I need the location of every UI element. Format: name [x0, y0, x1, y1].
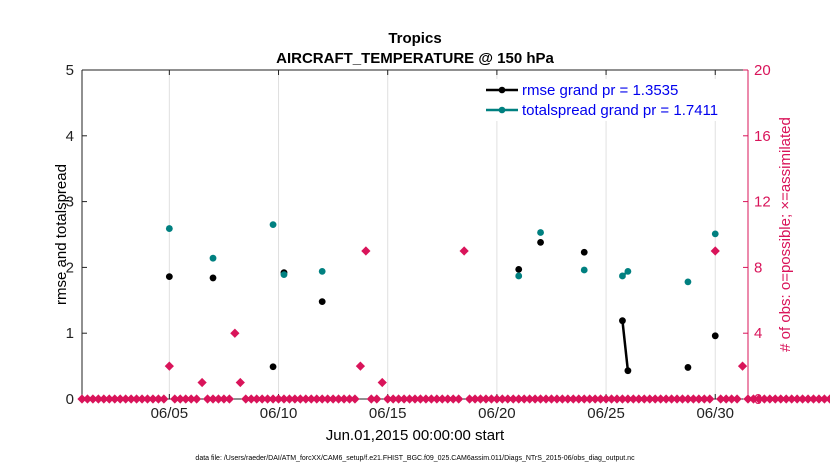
x-tick-label: 06/15	[369, 405, 407, 422]
obs-count-marker	[159, 394, 169, 404]
rmse-point	[684, 364, 692, 371]
y-tick-label-left: 3	[66, 194, 74, 211]
y-tick-label-left: 4	[66, 128, 74, 145]
y-tick-label-right: 20	[754, 62, 771, 79]
obs-count-series	[77, 246, 830, 404]
y-tick-label-left: 0	[66, 391, 74, 408]
spread-point	[580, 266, 588, 274]
x-tick-label: 06/05	[151, 405, 189, 422]
obs-count-marker	[224, 394, 235, 404]
legend-rmse-marker	[498, 86, 506, 94]
metric-series	[165, 221, 719, 375]
spread-point	[515, 272, 523, 280]
rmse-point	[711, 332, 719, 340]
legend-spread-label: totalspread grand pr = 1.7411	[522, 102, 718, 119]
spread-point	[619, 272, 626, 280]
obs-count-marker	[710, 246, 720, 256]
rmse-point	[209, 274, 217, 282]
obs-count-marker	[377, 377, 387, 388]
legend-spread-marker	[498, 106, 506, 114]
obs-count-marker	[230, 328, 240, 338]
spread-point	[209, 254, 217, 262]
y-tick-label-left: 2	[66, 259, 74, 276]
x-ticks: 06/05 06/10 06/15 06/20 06/25 06/30	[151, 70, 734, 422]
x-axis-label: Jun.01,2015 00:00:00 start	[326, 427, 505, 444]
x-tick-label: 06/10	[260, 405, 298, 422]
obs-count-marker	[192, 394, 202, 404]
rmse-point	[165, 273, 173, 281]
spread-point	[318, 267, 326, 275]
legend-box	[480, 79, 740, 121]
obs-count-marker	[454, 394, 464, 404]
y-tick-label-right: 16	[754, 128, 771, 145]
obs-count-marker	[737, 361, 748, 371]
obs-count-marker	[235, 377, 245, 388]
spread-point	[537, 229, 544, 236]
spread-point	[269, 221, 277, 229]
y-tick-label-right: 8	[754, 259, 762, 276]
legend: rmse grand pr = 1.3535 totalspread grand…	[480, 79, 740, 121]
obs-count-marker	[459, 246, 469, 256]
rmse-point	[580, 248, 588, 256]
x-tick-label: 06/20	[478, 405, 516, 422]
x-tick-label: 06/25	[587, 405, 625, 422]
y-axis-label-left: rmse and totalspread	[53, 164, 70, 305]
rmse-point	[619, 317, 626, 325]
obs-count-marker	[705, 394, 715, 404]
y-tick-label-right: 12	[754, 194, 771, 211]
obs-count-marker	[350, 394, 360, 404]
y-tick-label-left: 5	[66, 62, 74, 79]
obs-count-marker	[372, 394, 382, 404]
obs-count-marker	[355, 361, 366, 371]
y-ticks-right: 048121620	[743, 62, 771, 408]
x-tick-label: 06/30	[696, 405, 734, 422]
rmse-point	[515, 265, 523, 273]
y-tick-label-right: 4	[754, 325, 762, 342]
y-axis-label-right: # of obs: o=possible; ×=assimilated	[777, 117, 794, 352]
spread-point	[165, 225, 173, 232]
y-ticks-left: 0 1 2 3 4 5	[66, 62, 87, 408]
rmse-point	[624, 367, 632, 375]
rmse-segment	[621, 320, 630, 371]
rmse-point	[269, 363, 277, 371]
chart-title: Tropics	[388, 30, 441, 47]
spread-point	[684, 278, 692, 286]
legend-rmse-label: rmse grand pr = 1.3535	[522, 82, 678, 99]
chart-subtitle: AIRCRAFT_TEMPERATURE @ 150 hPa	[276, 50, 554, 67]
spread-point	[280, 271, 288, 279]
spread-point	[711, 230, 719, 238]
rmse-point	[318, 298, 326, 306]
y-tick-label-left: 1	[66, 325, 74, 342]
obs-count-marker	[361, 246, 371, 256]
rmse-point	[537, 238, 544, 246]
obs-count-marker	[197, 377, 207, 388]
obs-count-marker	[732, 394, 742, 404]
spread-point	[624, 267, 632, 275]
obs-count-marker	[164, 361, 174, 371]
data-file-footnote: data file: /Users/raeder/DAI/ATM_forcXX/…	[195, 455, 635, 462]
